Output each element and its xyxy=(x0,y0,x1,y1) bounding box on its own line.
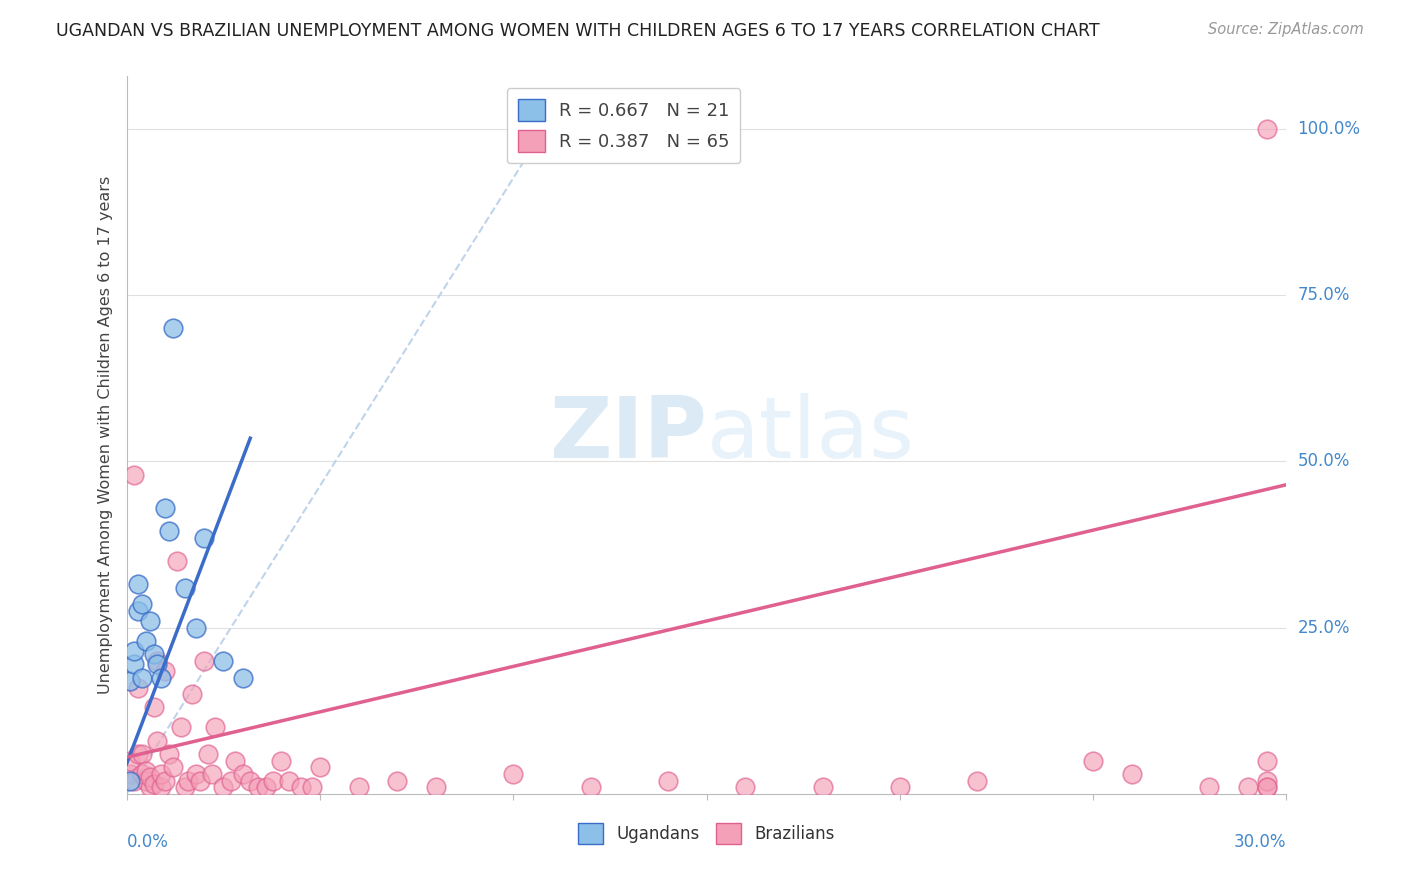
Y-axis label: Unemployment Among Women with Children Ages 6 to 17 years: Unemployment Among Women with Children A… xyxy=(97,176,112,694)
Point xyxy=(124,657,146,672)
Point xyxy=(131,747,153,761)
Text: 30.0%: 30.0% xyxy=(1234,833,1286,851)
Point xyxy=(231,767,254,781)
Point xyxy=(1256,780,1278,795)
Point xyxy=(254,780,277,795)
Point xyxy=(162,760,184,774)
Point xyxy=(157,524,180,539)
Point xyxy=(966,773,988,788)
Point xyxy=(135,634,157,648)
Point xyxy=(239,773,262,788)
Point xyxy=(247,780,270,795)
Point xyxy=(162,321,184,335)
Point xyxy=(1256,754,1278,768)
Point xyxy=(1237,780,1260,795)
Point xyxy=(181,687,204,701)
Point xyxy=(169,720,191,734)
Text: 50.0%: 50.0% xyxy=(1298,452,1350,470)
Point xyxy=(201,767,224,781)
Point xyxy=(120,673,142,688)
Legend: Ugandans, Brazilians: Ugandans, Brazilians xyxy=(571,816,842,850)
Point xyxy=(153,664,177,678)
Point xyxy=(290,780,312,795)
Point xyxy=(120,767,142,781)
Point xyxy=(142,700,165,714)
Point xyxy=(120,773,142,788)
Point xyxy=(166,554,188,568)
Point xyxy=(579,780,602,795)
Point xyxy=(124,773,146,788)
Point xyxy=(278,773,301,788)
Point xyxy=(193,654,215,668)
Text: 25.0%: 25.0% xyxy=(1298,619,1350,637)
Point xyxy=(1256,773,1278,788)
Point xyxy=(188,773,211,788)
Text: 0.0%: 0.0% xyxy=(127,833,169,851)
Point xyxy=(204,720,226,734)
Text: 75.0%: 75.0% xyxy=(1298,286,1350,304)
Point xyxy=(127,681,149,695)
Point xyxy=(127,604,149,618)
Point xyxy=(131,767,153,781)
Point xyxy=(124,644,146,658)
Point xyxy=(135,773,157,788)
Point xyxy=(138,780,162,795)
Point xyxy=(193,531,215,545)
Point xyxy=(173,581,195,595)
Point xyxy=(120,754,142,768)
Point xyxy=(197,747,219,761)
Text: atlas: atlas xyxy=(707,393,914,476)
Point xyxy=(734,780,756,795)
Point xyxy=(425,780,447,795)
Point xyxy=(146,657,169,672)
Point xyxy=(301,780,323,795)
Point xyxy=(1083,754,1105,768)
Point xyxy=(142,647,165,661)
Point xyxy=(224,754,246,768)
Point xyxy=(186,621,208,635)
Point xyxy=(150,780,173,795)
Text: UGANDAN VS BRAZILIAN UNEMPLOYMENT AMONG WOMEN WITH CHILDREN AGES 6 TO 17 YEARS C: UGANDAN VS BRAZILIAN UNEMPLOYMENT AMONG … xyxy=(56,22,1099,40)
Point xyxy=(270,754,292,768)
Text: Source: ZipAtlas.com: Source: ZipAtlas.com xyxy=(1208,22,1364,37)
Point xyxy=(142,777,165,791)
Point xyxy=(186,767,208,781)
Point xyxy=(219,773,242,788)
Point xyxy=(262,773,284,788)
Point xyxy=(153,773,177,788)
Point xyxy=(347,780,370,795)
Point xyxy=(157,747,180,761)
Point xyxy=(657,773,679,788)
Point xyxy=(811,780,834,795)
Text: 100.0%: 100.0% xyxy=(1298,120,1361,138)
Point xyxy=(124,467,146,482)
Point xyxy=(138,770,162,784)
Point xyxy=(135,764,157,778)
Point xyxy=(212,780,235,795)
Point xyxy=(131,671,153,685)
Point xyxy=(150,767,173,781)
Point xyxy=(146,733,169,747)
Point xyxy=(150,671,173,685)
Point xyxy=(889,780,911,795)
Point xyxy=(127,577,149,591)
Point xyxy=(231,671,254,685)
Point xyxy=(1256,780,1278,795)
Point xyxy=(127,747,149,761)
Text: ZIP: ZIP xyxy=(548,393,707,476)
Point xyxy=(1198,780,1220,795)
Point xyxy=(138,614,162,628)
Point xyxy=(153,500,177,515)
Point xyxy=(177,773,200,788)
Point xyxy=(173,780,195,795)
Point xyxy=(502,767,524,781)
Point xyxy=(1256,122,1278,136)
Point xyxy=(309,760,332,774)
Point xyxy=(385,773,409,788)
Point xyxy=(1121,767,1143,781)
Point xyxy=(131,598,153,612)
Point xyxy=(212,654,235,668)
Point xyxy=(146,654,169,668)
